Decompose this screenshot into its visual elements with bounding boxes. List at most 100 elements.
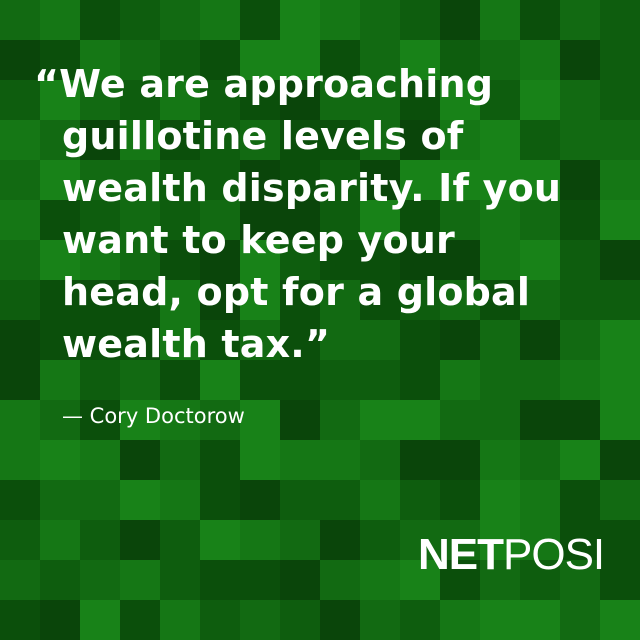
mosaic-tile	[160, 440, 200, 480]
mosaic-tile	[160, 600, 200, 640]
mosaic-tile	[160, 80, 200, 120]
mosaic-tile	[560, 560, 600, 600]
mosaic-tile	[40, 600, 80, 640]
mosaic-tile	[80, 360, 120, 400]
mosaic-tile	[240, 520, 280, 560]
mosaic-tile	[160, 40, 200, 80]
quote-line: want to keep your	[62, 218, 455, 262]
mosaic-tile	[200, 0, 240, 40]
mosaic-tile	[280, 200, 320, 240]
mosaic-tile	[480, 480, 520, 520]
mosaic-tile	[80, 560, 120, 600]
mosaic-tile	[520, 400, 560, 440]
mosaic-tile	[120, 480, 160, 520]
mosaic-tile	[440, 400, 480, 440]
mosaic-tile	[120, 360, 160, 400]
mosaic-tile	[480, 0, 520, 40]
mosaic-tile	[360, 520, 400, 560]
mosaic-tile	[400, 280, 440, 320]
mosaic-tile	[360, 560, 400, 600]
mosaic-tile	[120, 240, 160, 280]
mosaic-tile	[400, 480, 440, 520]
mosaic-tile	[560, 80, 600, 120]
mosaic-tile	[160, 360, 200, 400]
mosaic-tile	[200, 200, 240, 240]
mosaic-tile	[520, 160, 560, 200]
mosaic-tile	[360, 240, 400, 280]
mosaic-tile	[120, 400, 160, 440]
mosaic-tile	[80, 240, 120, 280]
mosaic-tile	[40, 200, 80, 240]
mosaic-tile	[200, 120, 240, 160]
mosaic-tile	[480, 240, 520, 280]
mosaic-tile	[120, 80, 160, 120]
mosaic-tile	[400, 120, 440, 160]
mosaic-tile	[200, 440, 240, 480]
mosaic-tile	[240, 560, 280, 600]
mosaic-tile	[480, 440, 520, 480]
mosaic-tile	[40, 400, 80, 440]
mosaic-tile	[0, 120, 40, 160]
mosaic-tile	[520, 360, 560, 400]
mosaic-tile	[280, 320, 320, 360]
mosaic-tile	[400, 440, 440, 480]
quote-line: wealth tax.”	[62, 322, 331, 366]
mosaic-tile	[0, 360, 40, 400]
mosaic-tile	[160, 120, 200, 160]
mosaic-tile	[280, 400, 320, 440]
mosaic-tile	[320, 0, 360, 40]
mosaic-tile	[240, 120, 280, 160]
mosaic-tile	[360, 80, 400, 120]
mosaic-tile	[280, 600, 320, 640]
mosaic-tile	[600, 600, 640, 640]
mosaic-tile	[280, 160, 320, 200]
mosaic-tile	[120, 40, 160, 80]
mosaic-tile	[560, 600, 600, 640]
mosaic-tile	[40, 520, 80, 560]
mosaic-tile	[120, 520, 160, 560]
mosaic-tile	[0, 40, 40, 80]
mosaic-tile	[80, 120, 120, 160]
mosaic-tile	[520, 440, 560, 480]
mosaic-tile	[560, 120, 600, 160]
mosaic-tile	[400, 160, 440, 200]
mosaic-tile	[200, 240, 240, 280]
mosaic-tile	[280, 360, 320, 400]
mosaic-tile	[320, 360, 360, 400]
mosaic-tile	[520, 280, 560, 320]
mosaic-tile	[80, 200, 120, 240]
mosaic-tile	[0, 600, 40, 640]
mosaic-tile	[520, 0, 560, 40]
mosaic-tile	[400, 40, 440, 80]
mosaic-tile	[440, 200, 480, 240]
mosaic-tile	[0, 0, 40, 40]
mosaic-tile	[40, 160, 80, 200]
mosaic-tile	[520, 560, 560, 600]
mosaic-tile	[320, 160, 360, 200]
mosaic-tile	[560, 400, 600, 440]
mosaic-tile	[400, 0, 440, 40]
mosaic-tile	[360, 480, 400, 520]
mosaic-tile	[240, 160, 280, 200]
mosaic-tile	[160, 400, 200, 440]
mosaic-tile	[560, 280, 600, 320]
mosaic-tile	[400, 240, 440, 280]
mosaic-tile	[80, 520, 120, 560]
mosaic-tile	[440, 520, 480, 560]
mosaic-tile	[520, 200, 560, 240]
mosaic-tile	[400, 320, 440, 360]
mosaic-tile	[80, 480, 120, 520]
mosaic-tile	[200, 520, 240, 560]
mosaic-tile	[560, 480, 600, 520]
mosaic-tile	[400, 400, 440, 440]
mosaic-tile	[0, 200, 40, 240]
mosaic-tile	[320, 400, 360, 440]
mosaic-tile	[400, 360, 440, 400]
mosaic-tile	[520, 600, 560, 640]
mosaic-tile	[280, 560, 320, 600]
mosaic-tile	[560, 440, 600, 480]
mosaic-tile	[600, 360, 640, 400]
mosaic-tile	[480, 520, 520, 560]
